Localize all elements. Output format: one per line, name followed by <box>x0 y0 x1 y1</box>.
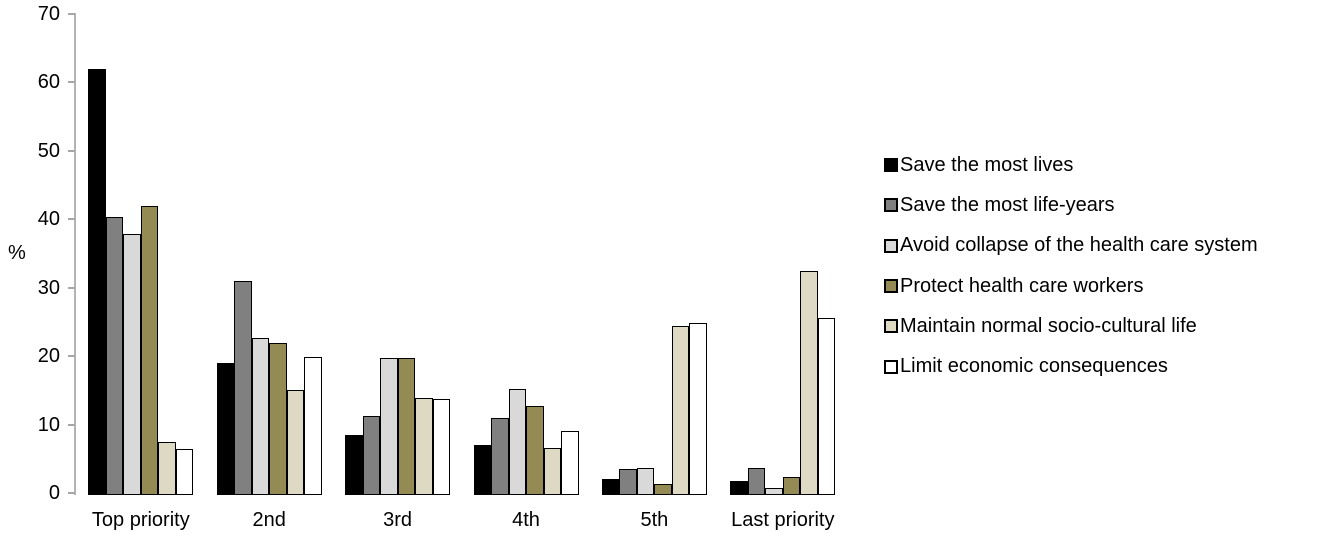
legend-label: Limit economic consequences <box>900 355 1168 378</box>
x-category-label: 5th <box>640 509 669 531</box>
bar <box>105 217 124 495</box>
legend-item: Save the most lives <box>884 145 1258 185</box>
y-tick <box>68 492 75 494</box>
bar <box>175 448 194 495</box>
x-category-label: Top priority <box>91 509 190 531</box>
bar <box>526 406 544 495</box>
bar <box>380 358 398 495</box>
y-tick-label: 50 <box>37 139 60 162</box>
legend-item: Avoid collapse of the health care system <box>884 226 1258 266</box>
x-category-label: 3rd <box>383 509 413 531</box>
y-tick-label: 30 <box>37 276 60 299</box>
bar <box>216 362 235 495</box>
bar <box>269 343 287 495</box>
bar <box>158 441 176 495</box>
legend-label: Avoid collapse of the health care system <box>900 234 1258 257</box>
bar <box>88 68 106 495</box>
bar <box>415 397 433 495</box>
bar <box>543 447 561 495</box>
bar <box>636 468 655 495</box>
bar <box>817 317 836 495</box>
y-tick-label: 10 <box>37 413 60 436</box>
y-tick-label: 0 <box>48 482 60 504</box>
legend-item: Maintain normal socio-cultural life <box>884 306 1258 346</box>
bar <box>730 480 748 495</box>
legend-swatch <box>884 158 898 173</box>
legend-label: Maintain normal socio-cultural life <box>900 314 1197 337</box>
bar <box>765 488 783 495</box>
bar <box>689 322 707 495</box>
bar <box>654 484 672 495</box>
bar <box>123 234 141 495</box>
y-tick <box>68 218 75 221</box>
legend-swatch <box>884 279 898 294</box>
legend-item: Protect health care workers <box>884 266 1258 306</box>
bar <box>747 468 766 495</box>
bar <box>619 469 637 495</box>
y-tick <box>68 423 75 426</box>
bar <box>234 280 252 495</box>
x-category-label: Last priority <box>731 509 835 531</box>
bar <box>251 337 270 495</box>
bar <box>561 430 579 495</box>
x-category-label: 2nd <box>252 509 286 531</box>
legend-swatch <box>884 238 898 253</box>
bar <box>286 390 305 495</box>
bar <box>473 445 491 495</box>
y-tick-label: 60 <box>37 71 60 94</box>
legend-swatch <box>884 359 898 374</box>
y-tick <box>68 81 75 84</box>
legend-item: Limit economic consequences <box>884 346 1258 386</box>
legend-label: Protect health care workers <box>900 274 1144 297</box>
y-axis-label: % <box>8 242 26 264</box>
y-tick-label: 40 <box>37 208 60 231</box>
bar <box>671 326 690 495</box>
legend-label: Save the most life-years <box>900 193 1115 216</box>
bar <box>397 358 416 495</box>
bar <box>800 270 818 495</box>
bar <box>362 416 381 495</box>
bar <box>345 434 363 495</box>
bar <box>304 356 322 495</box>
legend-item: Save the most life-years <box>884 185 1258 225</box>
y-tick <box>68 355 75 358</box>
bar <box>432 398 451 495</box>
bar <box>508 389 526 495</box>
bar <box>491 417 509 495</box>
bar <box>782 477 801 495</box>
y-tick-label: 20 <box>37 345 60 368</box>
y-tick <box>68 12 75 15</box>
legend-swatch <box>884 319 898 334</box>
legend: Save the most lives Save the most life-ye… <box>884 145 1258 387</box>
y-axis-line <box>74 13 76 495</box>
y-tick-label: 70 <box>37 2 60 25</box>
bar <box>140 205 159 495</box>
legend-swatch <box>884 198 898 213</box>
y-tick <box>68 286 75 289</box>
x-category-label: 4th <box>512 509 540 531</box>
y-tick <box>68 149 75 152</box>
bar <box>601 478 620 495</box>
legend-label: Save the most lives <box>900 153 1074 176</box>
